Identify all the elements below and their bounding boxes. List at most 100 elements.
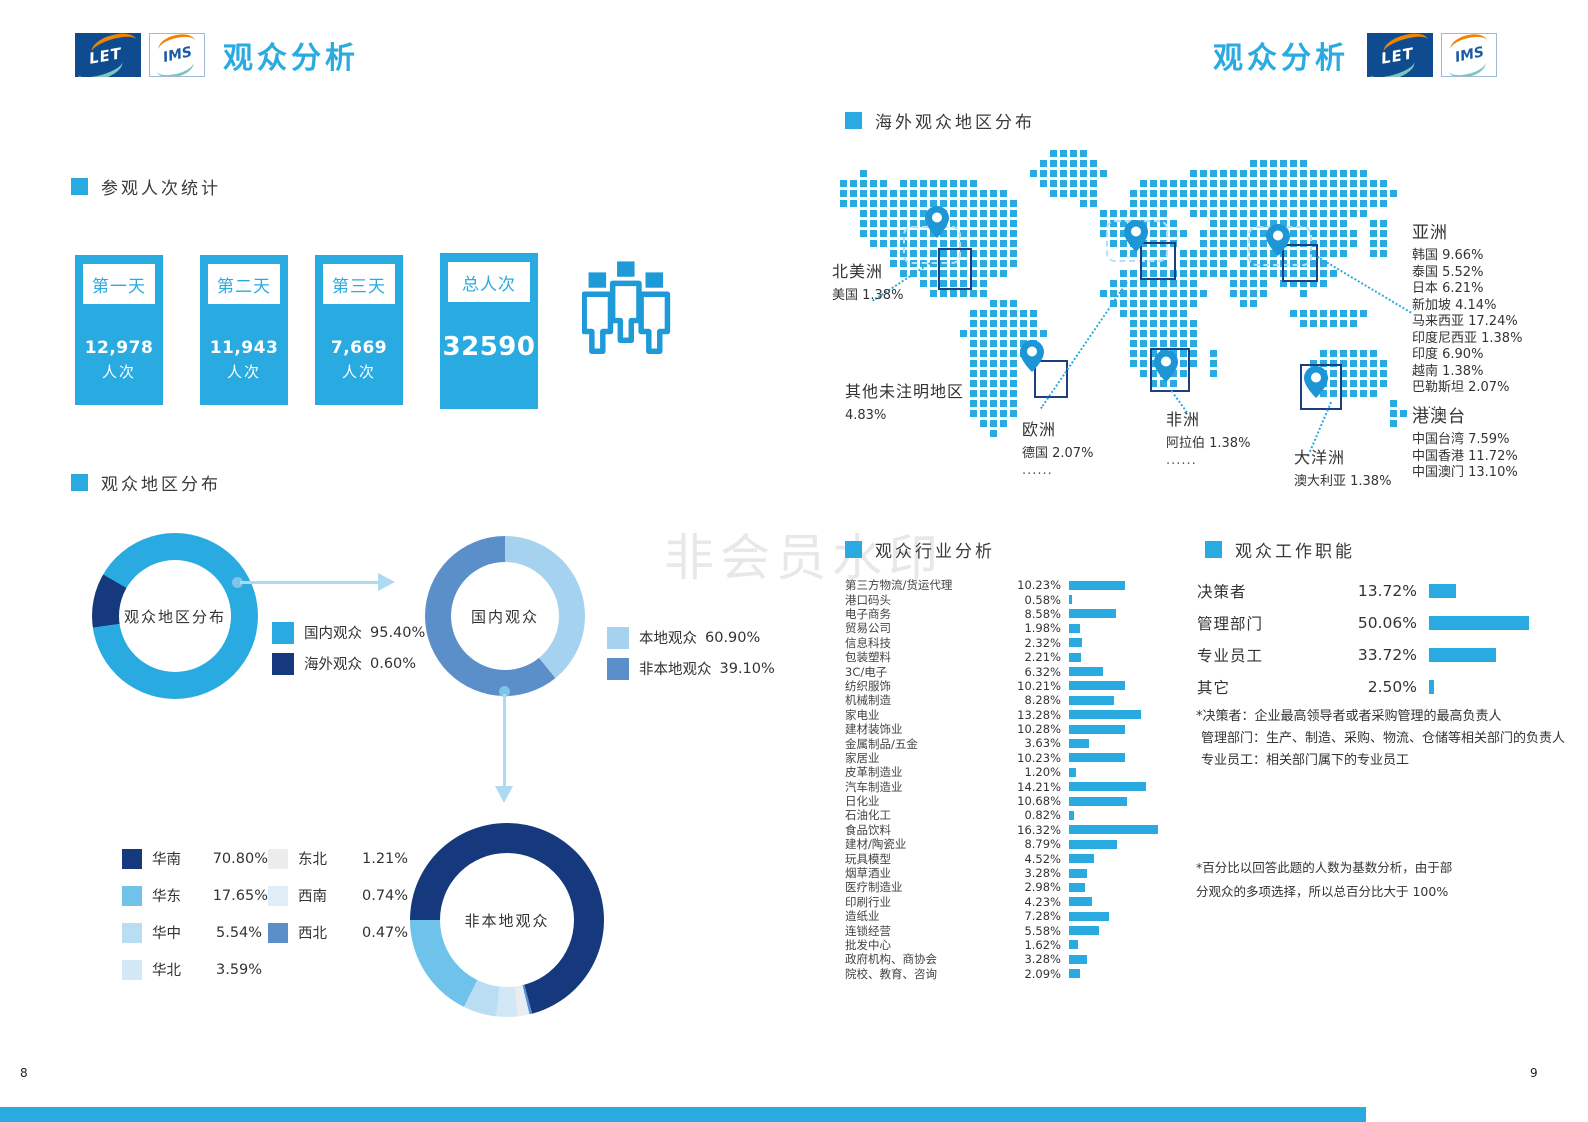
legend-value: 17.65% [212, 887, 268, 904]
legend-item: 华中 5.54% [122, 914, 268, 951]
section-job: 观众工作职能 [1205, 537, 1355, 562]
card-label: 第三天 [323, 264, 395, 304]
section-bullet-icon [71, 178, 88, 195]
bar-category-label: 专业员工 [1197, 647, 1264, 665]
bar-category-label: 皮革制造业 [845, 765, 903, 780]
section-bullet-icon [845, 541, 862, 558]
bar [1429, 584, 1457, 598]
bar-category-label: 日化业 [845, 794, 880, 809]
card-value: 7,669 [330, 338, 388, 358]
card-label: 第二天 [208, 264, 280, 304]
footnote-line: 分观众的多项选择，所以总百分比大于 100% [1196, 884, 1449, 899]
legend-swatch-icon [268, 922, 288, 943]
bar [1069, 839, 1117, 849]
ind-chart-row: 印刷行业 4.23% [845, 895, 1165, 909]
card-unit: 人次 [226, 363, 261, 381]
map-label-asia: 亚洲 韩国 9.66% 泰国 5.52% 日本 6.21% 新加坡 4.14% 马来西亚 … [1412, 218, 1522, 413]
ind-chart-row: 建材装饰业 10.28% [845, 722, 1165, 736]
bar-value-label: 0.82% [1024, 808, 1061, 823]
bar [1069, 609, 1116, 619]
bar [1069, 940, 1078, 950]
world-map [840, 150, 1415, 475]
legend-label: 本地观众 [639, 631, 697, 647]
legend-value: 39.10% [719, 660, 775, 677]
bar-category-label: 信息科技 [845, 635, 891, 650]
bar-value-label: 1.20% [1024, 765, 1061, 780]
donut-center-label: 观众地区分布 [123, 607, 226, 626]
bar-value-label: 50.06% [1357, 614, 1417, 632]
ind-chart-row: 医疗制造业 2.98% [845, 880, 1165, 894]
donut-center-label: 国内观众 [470, 607, 539, 626]
visitor-day-card: 第一天 12,978 人次 [75, 255, 163, 405]
bar-value-label: 8.58% [1024, 606, 1061, 621]
bar [1069, 724, 1125, 734]
map-pin-europe [1124, 220, 1148, 252]
donut-nonlocal-regions: 非本地观众 [410, 823, 604, 1017]
map-region-name: 港澳台 [1412, 407, 1466, 427]
map-pin-africa [1154, 350, 1178, 382]
legend-item: 华南 70.80% [122, 840, 268, 877]
ind-chart-row: 日化业 10.68% [845, 794, 1165, 808]
job-chart-row: 其它 2.50% [1197, 671, 1587, 703]
visitor-day-card: 第二天 11,943 人次 [200, 255, 288, 405]
pin-box [938, 248, 972, 290]
map-region-name: 大洋洲 [1294, 448, 1346, 467]
bar-category-label: 包装塑料 [845, 650, 891, 665]
ind-chart-row: 玩具模型 4.52% [845, 851, 1165, 866]
section-title: 观众地区分布 [101, 475, 221, 495]
legend-label: 华中 [152, 926, 181, 942]
bar-value-label: 13.28% [1017, 707, 1061, 722]
section-overseas: 海外观众地区分布 [845, 108, 1035, 133]
bar-value-label: 10.23% [1017, 750, 1061, 765]
bar [1069, 738, 1089, 748]
section-bullet-icon [1205, 541, 1222, 558]
bar [1069, 868, 1087, 878]
bar-category-label: 连锁经营 [845, 923, 891, 938]
bar-category-label: 石油化工 [845, 808, 891, 823]
legend-value: 70.80% [212, 850, 268, 867]
map-label-hk-mo-tw: 港澳台 中国台湾 7.59% 中国香港 11.72% 中国澳门 13.10% [1412, 402, 1518, 482]
bar-category-label: 汽车制造业 [845, 779, 903, 794]
map-region-stat: 中国澳门 13.10% [1412, 465, 1518, 480]
bar-category-label: 金属制品/五金 [845, 736, 918, 751]
let-logo: LET [75, 33, 141, 77]
ind-chart-row: 政府机构、商协会 3.28% [845, 952, 1165, 966]
map-region-stat: 中国香港 11.72% [1412, 448, 1518, 464]
legend-value: 5.54% [216, 924, 263, 941]
bar-value-label: 0.58% [1024, 592, 1061, 607]
bar-value-label: 10.23% [1017, 578, 1061, 593]
map-region-stat: 巴勒斯坦 2.07% [1412, 380, 1510, 395]
bar-category-label: 玩具模型 [845, 851, 891, 866]
section-visitor-stats: 参观人次统计 [71, 174, 221, 199]
footer-bar [0, 1107, 1366, 1122]
bar [1069, 954, 1087, 964]
legend-label: 华东 [152, 889, 181, 905]
bar-category-label: 港口码头 [845, 592, 891, 607]
bar-category-label: 食品饮料 [845, 822, 891, 837]
connector-dot [499, 686, 510, 697]
note-line: 专业员工：相关部门属下的专业员工 [1201, 753, 1410, 768]
bar-category-label: 烟草酒业 [845, 866, 891, 881]
legend-item: 华东 17.65% [122, 877, 268, 914]
bar-category-label: 印刷行业 [845, 894, 891, 909]
legend-domestic-overseas: 国内观众 95.40% 海外观众 0.60% [272, 617, 425, 679]
ind-chart-row: 建材/陶瓷业 8.79% [845, 837, 1165, 851]
map-region-more: ...... [1412, 396, 1443, 412]
section-title: 海外观众地区分布 [875, 113, 1035, 133]
map-region-name: 非洲 [1166, 410, 1201, 429]
bar-category-label: 批发中心 [845, 937, 891, 952]
card-unit: 人次 [341, 363, 376, 381]
bar-category-label: 其它 [1197, 679, 1231, 697]
bar-category-label: 院校、教育、咨询 [845, 966, 937, 981]
ind-chart-row: 家居业 10.23% [845, 751, 1165, 765]
bar [1069, 882, 1086, 892]
section-title: 观众行业分析 [875, 542, 995, 562]
bar-value-label: 8.79% [1024, 837, 1061, 852]
bar-value-label: 3.28% [1024, 866, 1061, 880]
bar-category-label: 决策者 [1197, 583, 1247, 601]
legend-label: 东北 [298, 852, 327, 868]
legend-label: 华北 [152, 963, 181, 979]
ind-chart-row: 3C/电子 6.32% [845, 664, 1165, 679]
bar [1429, 680, 1434, 694]
